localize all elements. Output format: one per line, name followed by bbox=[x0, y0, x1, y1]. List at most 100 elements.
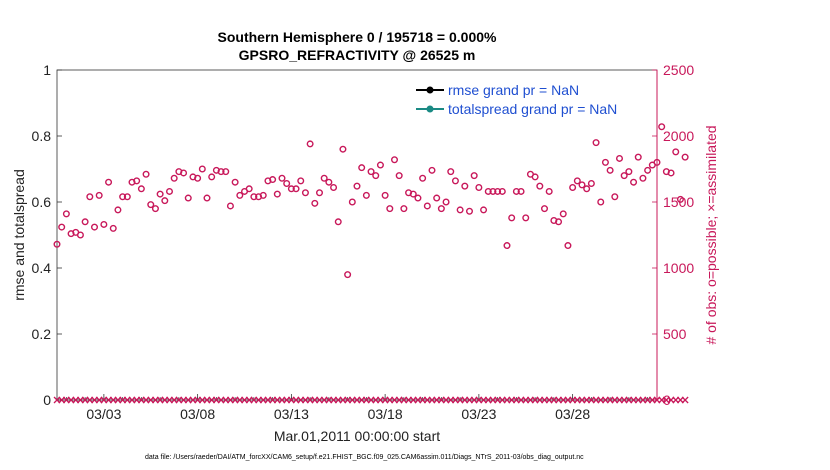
possible-obs-point bbox=[447, 168, 455, 176]
possible-obs-point bbox=[90, 223, 98, 231]
possible-obs-point bbox=[194, 174, 202, 182]
possible-obs-point bbox=[156, 190, 164, 198]
possible-obs-point bbox=[653, 158, 661, 166]
possible-obs-point bbox=[297, 177, 305, 185]
plot-area bbox=[56, 69, 658, 401]
possible-obs-point bbox=[658, 123, 666, 131]
y-left-tick-label: 1 bbox=[43, 62, 51, 78]
possible-obs-point bbox=[278, 174, 286, 182]
possible-obs-point bbox=[442, 198, 450, 206]
y-left-tick-label: 0.6 bbox=[32, 194, 52, 210]
possible-obs-point bbox=[137, 185, 145, 193]
possible-obs-point bbox=[236, 191, 244, 199]
possible-obs-point bbox=[222, 168, 230, 176]
possible-obs-point bbox=[259, 191, 267, 199]
possible-obs-point bbox=[489, 187, 497, 195]
possible-obs-point bbox=[170, 174, 178, 182]
possible-obs-point bbox=[522, 214, 530, 222]
possible-obs-point bbox=[541, 205, 549, 213]
possible-obs-point bbox=[419, 174, 427, 182]
possible-obs-point bbox=[381, 191, 389, 199]
possible-obs-point bbox=[334, 218, 342, 226]
possible-obs-point bbox=[114, 206, 122, 214]
possible-obs-point bbox=[133, 177, 141, 185]
possible-obs-point bbox=[433, 194, 441, 202]
possible-obs-point bbox=[208, 173, 216, 181]
possible-obs-point bbox=[592, 139, 600, 147]
possible-obs-point bbox=[339, 145, 347, 153]
possible-obs-point bbox=[245, 185, 253, 193]
possible-obs-point bbox=[348, 198, 356, 206]
possible-obs-point bbox=[372, 172, 380, 180]
possible-obs-point bbox=[484, 187, 492, 195]
possible-obs-point bbox=[400, 205, 408, 213]
possible-obs-point bbox=[358, 164, 366, 172]
possible-obs-point bbox=[634, 153, 642, 161]
possible-obs-point bbox=[639, 174, 647, 182]
possible-obs-point bbox=[353, 182, 361, 190]
x-tick-label: 03/03 bbox=[86, 406, 121, 422]
y-left-tick-label: 0.8 bbox=[32, 128, 52, 144]
possible-obs-point bbox=[681, 153, 689, 161]
x-tick-label: 03/13 bbox=[274, 406, 309, 422]
possible-obs-point bbox=[437, 205, 445, 213]
chart-title-line1: Southern Hemisphere 0 / 195718 = 0.000% bbox=[218, 29, 498, 45]
possible-obs-point bbox=[494, 187, 502, 195]
y-axis-left: 0 0.2 0.4 0.6 0.8 1 bbox=[32, 62, 62, 408]
possible-obs-point bbox=[414, 194, 422, 202]
possible-obs-point bbox=[531, 173, 539, 181]
series-assimilated bbox=[53, 396, 689, 404]
x-axis-label: Mar.01,2011 00:00:00 start bbox=[274, 428, 440, 444]
possible-obs-point bbox=[292, 185, 300, 193]
y-axis-left-label: rmse and totalspread bbox=[11, 169, 27, 301]
possible-obs-point bbox=[667, 169, 675, 177]
possible-obs-point bbox=[142, 170, 150, 178]
possible-obs-point bbox=[316, 189, 324, 197]
possible-obs-point bbox=[376, 161, 384, 169]
possible-obs-point bbox=[330, 183, 338, 191]
possible-obs-point bbox=[184, 194, 192, 202]
x-tick-label: 03/18 bbox=[368, 406, 403, 422]
possible-obs-point bbox=[536, 182, 544, 190]
possible-obs-point bbox=[559, 210, 567, 218]
y-right-tick-label: 2000 bbox=[663, 128, 694, 144]
possible-obs-point bbox=[625, 168, 633, 176]
possible-obs-point bbox=[564, 242, 572, 250]
possible-obs-point bbox=[676, 195, 684, 203]
y-left-tick-label: 0.4 bbox=[32, 260, 52, 276]
possible-obs-point bbox=[395, 172, 403, 180]
possible-obs-point bbox=[81, 218, 89, 226]
possible-obs-point bbox=[597, 198, 605, 206]
possible-obs-point bbox=[283, 180, 291, 188]
possible-obs-point bbox=[672, 148, 680, 156]
possible-obs-point bbox=[583, 185, 591, 193]
possible-obs-point bbox=[165, 187, 173, 195]
possible-obs-point bbox=[620, 172, 628, 180]
possible-obs-point bbox=[451, 177, 459, 185]
possible-obs-point bbox=[545, 187, 553, 195]
possible-obs-point bbox=[367, 168, 375, 176]
y-right-tick-label: 2500 bbox=[663, 62, 694, 78]
y-left-tick-label: 0.2 bbox=[32, 326, 52, 342]
possible-obs-point bbox=[391, 156, 399, 164]
possible-obs-point bbox=[86, 193, 94, 201]
possible-obs-point bbox=[475, 183, 483, 191]
series-possible bbox=[53, 123, 689, 279]
chart-title-line2: GPSRO_REFRACTIVITY @ 26525 m bbox=[239, 47, 476, 63]
possible-obs-point bbox=[226, 202, 234, 210]
possible-obs-point bbox=[62, 210, 70, 218]
possible-obs-point bbox=[456, 206, 464, 214]
possible-obs-point bbox=[386, 205, 394, 213]
possible-obs-point bbox=[611, 193, 619, 201]
possible-obs-point bbox=[512, 187, 520, 195]
possible-obs-point bbox=[325, 178, 333, 186]
possible-obs-point bbox=[76, 231, 84, 239]
possible-obs-point bbox=[306, 140, 314, 148]
possible-obs-point bbox=[616, 154, 624, 162]
possible-obs-point bbox=[601, 158, 609, 166]
possible-obs-point bbox=[466, 207, 474, 215]
possible-obs-point bbox=[58, 223, 66, 231]
possible-obs-point bbox=[231, 178, 239, 186]
possible-obs-point bbox=[123, 193, 131, 201]
